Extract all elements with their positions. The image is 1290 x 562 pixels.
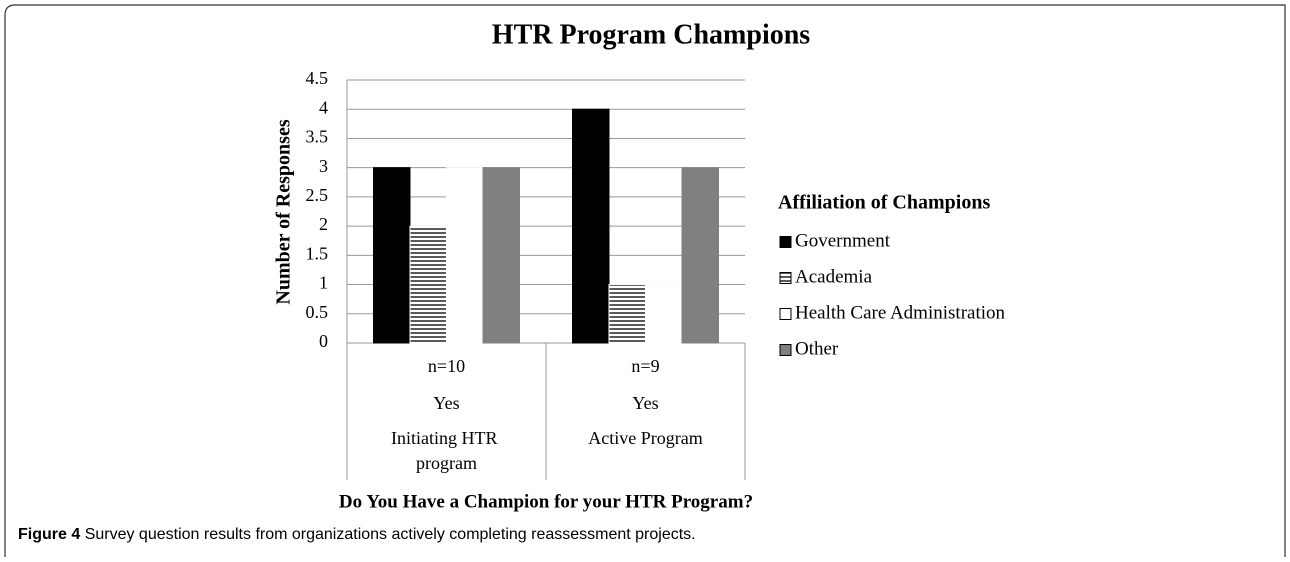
chart-title: HTR Program Champions [492,19,810,50]
y-tick-label: 4 [319,97,328,117]
bar [572,108,610,344]
y-tick-label: 3.5 [306,127,329,147]
y-tick-label: 3 [319,156,328,176]
legend-label: Other [795,338,839,359]
y-tick-label: 1 [319,273,328,293]
y-tick-label: 4.5 [306,68,329,88]
bar [645,284,683,344]
bar [446,167,484,344]
x-tick-label: Yes [433,393,459,413]
legend-swatch [779,308,792,320]
legend-label: Health Care Administration [795,302,1006,323]
legend-label: Government [795,230,891,251]
legend-swatch [779,344,792,356]
x-axis-label: Do You Have a Champion for your HTR Prog… [339,491,753,512]
caption-text: Survey question results from organizatio… [85,526,696,543]
bar [608,284,646,344]
legend-swatch [779,272,792,284]
caption: Figure 4 Survey question results from or… [18,526,696,543]
y-tick-label: 1.5 [306,243,329,263]
y-tick-label: 0.5 [306,302,329,322]
y-tick-label: 2 [319,214,328,234]
figure-border [4,4,1286,557]
x-tick-label: Initiating HTR program [391,428,502,473]
x-tick-label: n=9 [631,356,659,376]
x-tick-label: Yes [632,393,658,413]
legend-swatch [779,236,792,248]
legend-label: Academia [795,266,873,287]
bar [409,225,447,344]
x-tick-label: n=10 [428,356,465,376]
bar [681,167,719,344]
bar [482,167,520,344]
caption-label: Figure 4 [18,526,80,543]
y-axis-label: Number of Responses [273,119,295,304]
y-tick-label: 2.5 [306,185,329,205]
bar [373,167,411,344]
legend-title: Affiliation of Champions [778,192,990,214]
x-tick-label: Active Program [588,428,702,448]
y-tick-label: 0 [319,331,328,351]
